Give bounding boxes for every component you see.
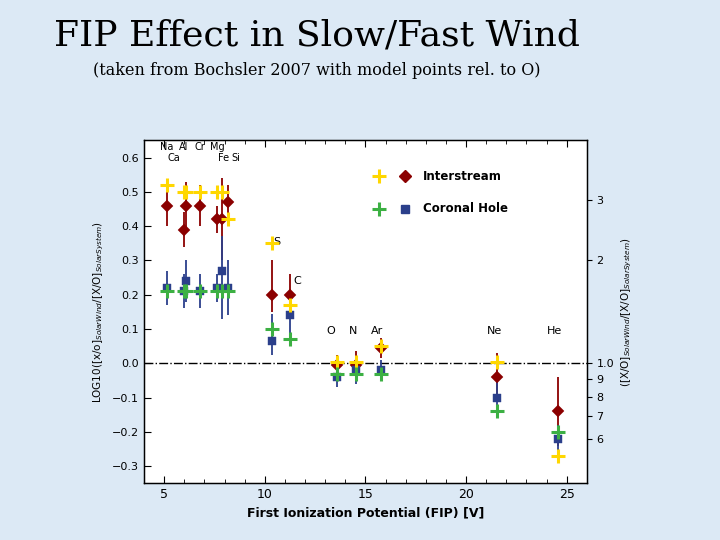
Text: He: He [547, 326, 562, 336]
Text: Al: Al [179, 143, 189, 152]
Text: Ar: Ar [372, 326, 384, 336]
Text: Mg: Mg [210, 143, 225, 152]
Text: S: S [274, 237, 280, 247]
Y-axis label: ([X/O]$_{Solar Wind}$/[X/O]$_{Solar System}$): ([X/O]$_{Solar Wind}$/[X/O]$_{Solar Syst… [620, 237, 634, 387]
X-axis label: First Ionization Potential (FIP) [V]: First Ionization Potential (FIP) [V] [247, 507, 484, 519]
Text: Fe: Fe [218, 153, 229, 163]
Text: Na: Na [161, 143, 174, 152]
Text: N: N [349, 326, 358, 336]
Text: O: O [327, 326, 336, 336]
Text: Coronal Hole: Coronal Hole [423, 202, 508, 215]
Text: (taken from Bochsler 2007 with model points rel. to O): (taken from Bochsler 2007 with model poi… [93, 62, 541, 79]
Text: Si: Si [231, 153, 240, 163]
Y-axis label: LOG10([x/o]$_{Solar Wind}$/[X/O]$_{Solar System}$): LOG10([x/o]$_{Solar Wind}$/[X/O]$_{Solar… [92, 221, 107, 403]
Text: FIP Effect in Slow/Fast Wind: FIP Effect in Slow/Fast Wind [54, 19, 580, 53]
Text: Cr: Cr [194, 143, 205, 152]
Text: Ne: Ne [487, 326, 502, 336]
Text: C: C [293, 276, 301, 286]
Text: Ca: Ca [168, 153, 181, 163]
Text: Interstream: Interstream [423, 170, 502, 183]
